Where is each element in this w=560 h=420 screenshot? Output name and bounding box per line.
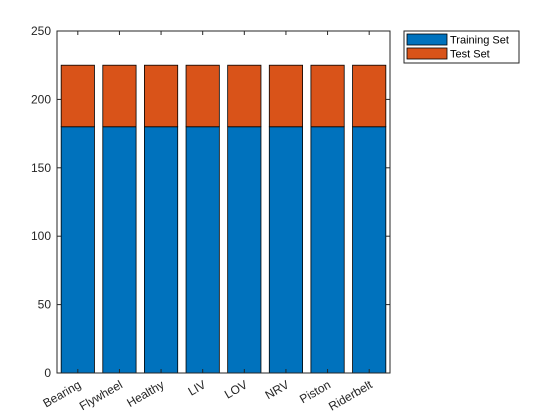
y-tick-label: 250 bbox=[31, 24, 51, 38]
bar-training-flywheel bbox=[102, 126, 137, 374]
x-tick-label-riderbelt: Riderbelt bbox=[326, 377, 375, 413]
bar-training-nrv bbox=[268, 126, 303, 374]
bar-training-bearing bbox=[60, 126, 95, 374]
y-tick-label: 50 bbox=[38, 298, 52, 312]
x-tick-label-lov: LOV bbox=[222, 377, 250, 401]
bar-test-lov bbox=[227, 64, 262, 128]
bar-test-flywheel bbox=[102, 64, 137, 128]
y-tick-label: 0 bbox=[44, 366, 51, 380]
bar-training-riderbelt bbox=[352, 126, 387, 374]
x-tick-label-healthy: Healthy bbox=[124, 377, 166, 409]
legend-label-training: Training Set bbox=[450, 35, 509, 47]
bar-training-healthy bbox=[144, 126, 179, 374]
legend-swatch-training bbox=[406, 33, 448, 46]
bar-training-liv bbox=[185, 126, 220, 374]
x-tick-label-bearing: Bearing bbox=[40, 377, 83, 410]
x-tick-label-liv: LIV bbox=[186, 377, 209, 398]
y-tick-label: 200 bbox=[31, 92, 51, 106]
bar-test-riderbelt bbox=[352, 64, 387, 128]
bar-training-piston bbox=[310, 126, 345, 374]
bar-test-bearing bbox=[60, 64, 95, 128]
legend-label-test: Test Set bbox=[450, 49, 490, 61]
bar-test-liv bbox=[185, 64, 220, 128]
bar-training-lov bbox=[227, 126, 262, 374]
bars-layer bbox=[60, 64, 387, 374]
y-axis: 0 50 100 150 200 250 bbox=[31, 24, 390, 380]
bar-test-piston bbox=[310, 64, 345, 128]
y-tick-label: 100 bbox=[31, 229, 51, 243]
bar-test-nrv bbox=[268, 64, 303, 128]
legend: Training Set Test Set bbox=[403, 30, 520, 64]
x-tick-label-nrv: NRV bbox=[263, 377, 292, 402]
y-tick-label: 150 bbox=[31, 161, 51, 175]
bar-test-healthy bbox=[144, 64, 179, 128]
axes-box bbox=[56, 30, 391, 374]
legend-swatch-test bbox=[406, 47, 448, 60]
x-tick-label-flywheel: Flywheel bbox=[77, 377, 125, 413]
